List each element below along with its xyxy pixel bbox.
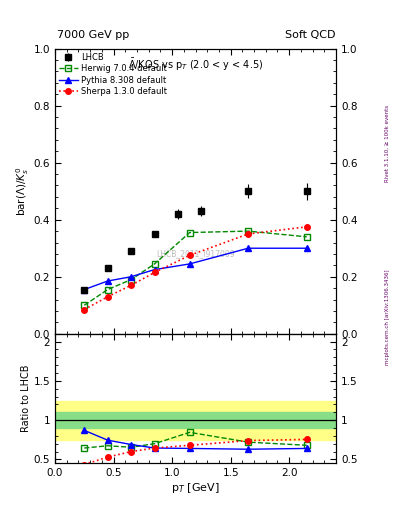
Text: 7000 GeV pp: 7000 GeV pp [57,30,129,40]
Text: mcplots.cern.ch [arXiv:1306.3436]: mcplots.cern.ch [arXiv:1306.3436] [385,270,389,365]
Text: Soft QCD: Soft QCD [285,30,335,40]
Legend: LHCB, Herwig 7.0.4 default, Pythia 8.308 default, Sherpa 1.3.0 default: LHCB, Herwig 7.0.4 default, Pythia 8.308… [57,51,169,98]
Text: LHCB_2011_I917009: LHCB_2011_I917009 [156,249,235,259]
Text: Rivet 3.1.10, ≥ 100k events: Rivet 3.1.10, ≥ 100k events [385,105,389,182]
X-axis label: p$_T$ [GeV]: p$_T$ [GeV] [171,481,220,495]
Y-axis label: Ratio to LHCB: Ratio to LHCB [21,365,31,432]
Text: $\bar{\Lambda}$/KOS vs p$_T$ (2.0 < y < 4.5): $\bar{\Lambda}$/KOS vs p$_T$ (2.0 < y < … [128,57,263,73]
Y-axis label: bar($\Lambda$)/$K^0_s$: bar($\Lambda$)/$K^0_s$ [14,166,31,216]
